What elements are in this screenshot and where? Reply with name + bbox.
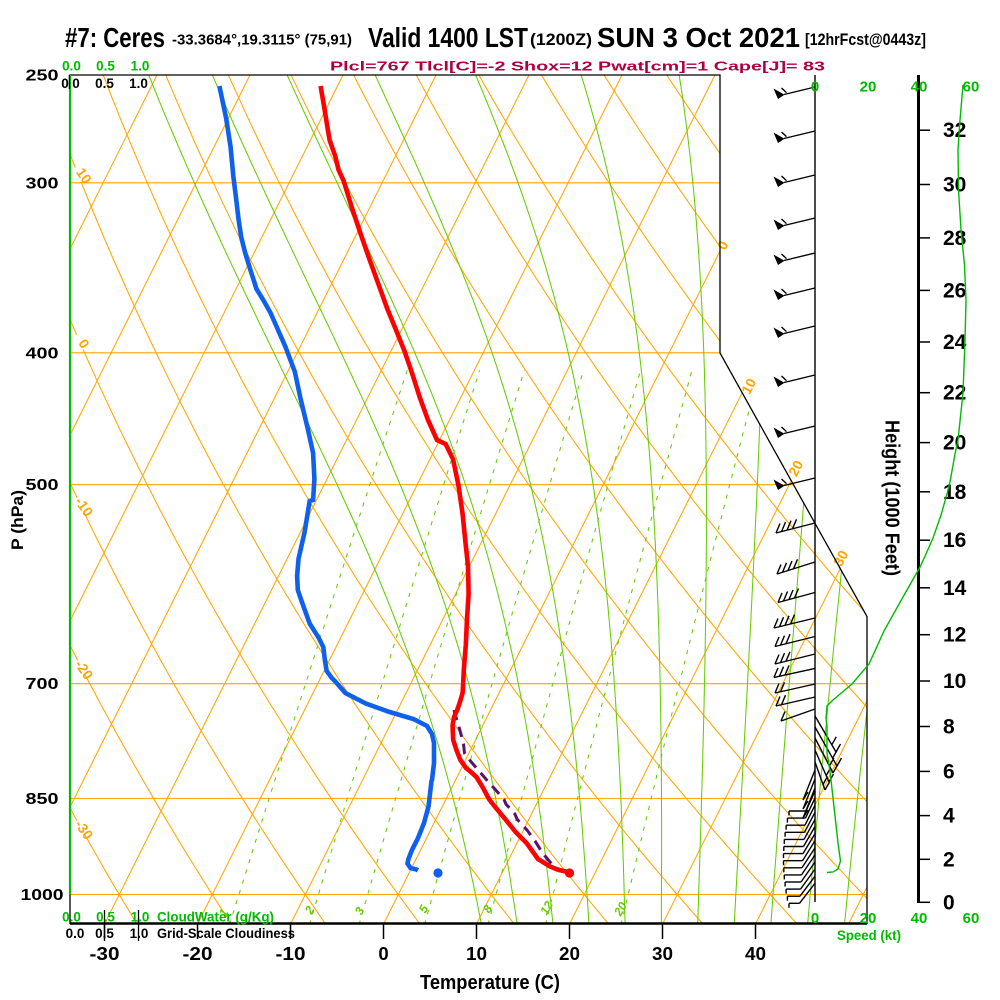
svg-text:-20: -20 <box>183 943 213 964</box>
svg-text:Grid-Scale Cloudiness: Grid-Scale Cloudiness <box>157 925 295 941</box>
svg-text:300: 300 <box>26 175 59 192</box>
svg-text:10: 10 <box>738 375 760 396</box>
svg-text:20: 20 <box>860 79 877 96</box>
svg-text:30: 30 <box>652 943 673 964</box>
svg-text:0: 0 <box>378 943 388 964</box>
svg-text:40: 40 <box>911 79 928 96</box>
svg-text:40: 40 <box>911 910 928 927</box>
svg-text:16: 16 <box>943 529 966 552</box>
svg-text:Temperature (C): Temperature (C) <box>420 972 560 994</box>
svg-text:2: 2 <box>943 848 955 871</box>
svg-text:-10: -10 <box>276 943 306 964</box>
svg-text:1.0: 1.0 <box>129 76 148 91</box>
svg-text:Height (1000 Feet): Height (1000 Feet) <box>881 420 903 576</box>
svg-text:20: 20 <box>611 899 630 919</box>
svg-text:60: 60 <box>963 79 980 96</box>
svg-text:20: 20 <box>860 910 877 927</box>
svg-text:18: 18 <box>943 481 967 504</box>
svg-text:400: 400 <box>26 345 59 362</box>
svg-text:1.0: 1.0 <box>130 926 149 941</box>
svg-text:1000: 1000 <box>21 887 64 904</box>
svg-text:850: 850 <box>26 791 59 808</box>
svg-text:10: 10 <box>466 943 487 964</box>
svg-text:26: 26 <box>943 279 966 302</box>
svg-text:30: 30 <box>830 547 852 568</box>
svg-text:30: 30 <box>943 174 966 197</box>
svg-text:0: 0 <box>811 79 819 96</box>
svg-text:10: 10 <box>943 670 966 693</box>
svg-text:8: 8 <box>943 716 955 739</box>
svg-text:#7: Ceres: #7: Ceres <box>65 22 165 53</box>
svg-text:(1200Z): (1200Z) <box>530 30 592 49</box>
svg-text:12: 12 <box>537 898 556 917</box>
svg-text:1.0: 1.0 <box>131 59 150 74</box>
svg-text:CloudWater (g/Kg): CloudWater (g/Kg) <box>157 909 274 925</box>
svg-text:[12hrFcst@0443z]: [12hrFcst@0443z] <box>805 30 926 49</box>
svg-text:20: 20 <box>785 457 807 478</box>
svg-text:22: 22 <box>943 382 966 405</box>
svg-text:SUN 3 Oct 2021: SUN 3 Oct 2021 <box>597 22 800 53</box>
svg-text:6: 6 <box>943 760 955 783</box>
svg-text:20: 20 <box>559 943 580 964</box>
svg-text:14: 14 <box>943 577 967 600</box>
svg-text:40: 40 <box>745 943 766 964</box>
svg-text:700: 700 <box>26 676 59 693</box>
svg-text:0.5: 0.5 <box>95 926 114 941</box>
svg-text:-30: -30 <box>90 943 120 964</box>
svg-text:0.0: 0.0 <box>66 926 85 941</box>
svg-text:P (hPa): P (hPa) <box>8 490 27 550</box>
svg-text:Plcl=767 Tlcl[C]=-2 Shox=12 Pw: Plcl=767 Tlcl[C]=-2 Shox=12 Pwat[cm]=1 C… <box>330 60 825 74</box>
svg-text:-33.3684°,19.3115° (75,91): -33.3684°,19.3115° (75,91) <box>172 32 352 49</box>
svg-text:500: 500 <box>26 477 59 494</box>
svg-text:Speed (kt): Speed (kt) <box>837 927 901 943</box>
svg-text:0: 0 <box>72 76 80 91</box>
svg-text:20: 20 <box>943 432 966 455</box>
svg-text:32: 32 <box>943 119 966 142</box>
svg-text:12: 12 <box>943 624 966 647</box>
svg-text:4: 4 <box>943 805 955 828</box>
svg-text:24: 24 <box>943 331 967 354</box>
svg-text:60: 60 <box>963 910 980 927</box>
svg-text:0: 0 <box>943 891 955 914</box>
svg-text:Valid 1400 LST: Valid 1400 LST <box>368 22 528 53</box>
svg-text:0.5: 0.5 <box>96 910 115 925</box>
svg-text:0: 0 <box>811 910 819 927</box>
svg-text:0: 0 <box>61 76 69 91</box>
svg-text:1.0: 1.0 <box>131 910 150 925</box>
svg-text:0.5: 0.5 <box>96 59 115 74</box>
svg-text:0.5: 0.5 <box>95 76 114 91</box>
svg-text:250: 250 <box>26 68 59 85</box>
svg-text:0.0: 0.0 <box>62 59 81 74</box>
svg-text:0.0: 0.0 <box>62 910 81 925</box>
